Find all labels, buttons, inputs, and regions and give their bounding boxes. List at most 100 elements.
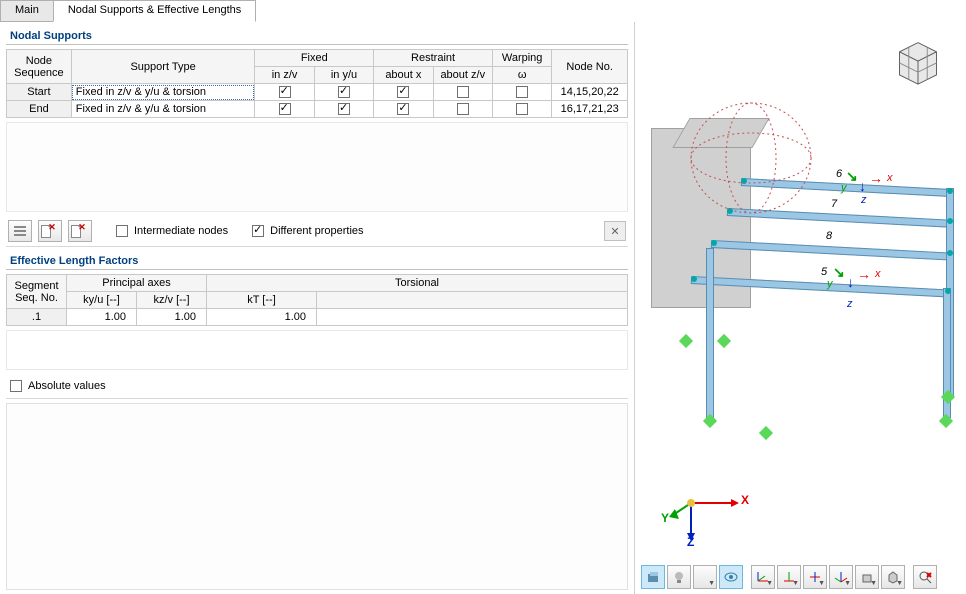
absolute-values-label: Absolute values (28, 380, 106, 392)
col-seg: Segment Seq. No. (7, 275, 67, 309)
zoom-reset-button[interactable] (913, 565, 937, 589)
node-dot (711, 240, 717, 246)
tab-nodal-supports[interactable]: Nodal Supports & Effective Lengths (53, 0, 256, 22)
chevron-down-icon: ▼ (818, 580, 825, 587)
tab-nodal-label: Nodal Supports & Effective Lengths (68, 4, 241, 16)
col-fixed: Fixed (255, 50, 374, 67)
close-icon: ✕ (610, 225, 619, 238)
table-row[interactable]: End Fixed in z/v & y/u & torsion 16,17,2… (7, 101, 628, 118)
intermediate-nodes-checkbox[interactable]: Intermediate nodes (116, 225, 228, 237)
cell-warping[interactable] (492, 84, 551, 101)
node-dot (945, 288, 951, 294)
col-about-zv: about z/v (433, 67, 492, 84)
view-dropdown-button[interactable]: ▼ (693, 565, 717, 589)
row-type[interactable]: Fixed in z/v & y/u & torsion (71, 84, 255, 101)
cell-about-x[interactable] (374, 101, 433, 118)
effective-lengths-table: Segment Seq. No. Principal axes Torsiona… (6, 274, 628, 326)
cell-in-zv[interactable] (255, 101, 314, 118)
view-options-button[interactable]: ▼ (855, 565, 879, 589)
beam-label: 5 (821, 266, 827, 278)
row-kzv[interactable]: 1.00 (137, 309, 207, 326)
row-kyu[interactable]: 1.00 (67, 309, 137, 326)
node-dot (947, 188, 953, 194)
column (706, 248, 714, 418)
axis-z-label: z (861, 194, 867, 206)
y-axis-view-button[interactable]: ▼ (777, 565, 801, 589)
cell-about-zv[interactable] (433, 84, 492, 101)
viewcube-icon[interactable] (890, 38, 946, 86)
cell-in-yu[interactable] (314, 101, 373, 118)
edit-list-button[interactable] (8, 220, 32, 242)
fit-view-button[interactable]: ▼ (881, 565, 905, 589)
beam-label: 6 (836, 168, 842, 180)
different-properties-checkbox[interactable]: Different properties (252, 225, 363, 237)
global-y-label: Y (661, 511, 669, 525)
checkbox-icon (457, 103, 469, 115)
cell-in-zv[interactable] (255, 84, 314, 101)
show-loads-button[interactable] (719, 565, 743, 589)
3d-viewer[interactable]: 6 7 8 5 → ↘ ↓ x y z → ↘ ↓ x y z (641, 28, 960, 562)
checkbox-icon (279, 103, 291, 115)
col-kyu: ky/u [--] (67, 292, 137, 309)
support-icon (717, 334, 731, 348)
axis-y-label: y (827, 278, 833, 290)
axis-x-label: x (875, 268, 881, 280)
list-icon (13, 225, 27, 237)
different-properties-label: Different properties (270, 225, 363, 237)
cell-warping[interactable] (492, 101, 551, 118)
chevron-down-icon: ▼ (766, 580, 773, 587)
render-icon (646, 570, 660, 584)
delete-support-button[interactable]: ✕ (38, 220, 62, 242)
checkbox-icon (338, 86, 350, 98)
axis-z-arrow: ↓ (847, 274, 854, 290)
support-icon (759, 426, 773, 440)
row-seq: End (7, 101, 72, 118)
z-axis-view-button[interactable]: ▼ (803, 565, 827, 589)
col-nodeno: Node No. (552, 50, 628, 84)
absolute-values-checkbox[interactable]: Absolute values (10, 380, 106, 392)
col-fixed-zv: in z/v (255, 67, 314, 84)
chevron-down-icon: ▼ (870, 580, 877, 587)
row-nodes: 14,15,20,22 (552, 84, 628, 101)
chevron-down-icon: ▼ (708, 580, 715, 587)
table-row[interactable]: Start Fixed in z/v & y/u & torsion 14,15… (7, 84, 628, 101)
checkbox-icon (457, 86, 469, 98)
perspective-button[interactable] (667, 565, 691, 589)
x-axis-view-button[interactable]: ▼ (751, 565, 775, 589)
right-panel: 6 7 8 5 → ↘ ↓ x y z → ↘ ↓ x y z (634, 22, 966, 594)
close-button[interactable]: ✕ (604, 221, 626, 241)
axis-z-label: z (847, 298, 853, 310)
viewer-toolbar: ▼ ▼ ▼ ▼ ▼ ▼ ▼ (641, 564, 960, 590)
iso-view-button[interactable]: ▼ (829, 565, 853, 589)
structural-model: 6 7 8 5 → ↘ ↓ x y z → ↘ ↓ x y z (651, 148, 950, 462)
blank-area (6, 122, 628, 212)
cell-in-yu[interactable] (314, 84, 373, 101)
left-panel: Nodal Supports Node Sequence Support Typ… (0, 22, 634, 594)
delete-support-button-2[interactable]: ✕ (68, 220, 92, 242)
intermediate-nodes-label: Intermediate nodes (134, 225, 228, 237)
row-kt[interactable]: 1.00 (207, 309, 317, 326)
chevron-down-icon: ▼ (896, 580, 903, 587)
empty-block (6, 403, 628, 590)
chevron-down-icon: ▼ (792, 580, 799, 587)
table-row[interactable]: .1 1.00 1.00 1.00 (7, 309, 628, 326)
cell-about-x[interactable] (374, 84, 433, 101)
axis-x-arrow: → (869, 170, 883, 186)
row-type[interactable]: Fixed in z/v & y/u & torsion (71, 101, 255, 118)
axis-z-arrow: ↓ (859, 178, 866, 194)
tab-main[interactable]: Main (0, 0, 54, 22)
effective-lengths-header: Effective Length Factors (6, 251, 628, 270)
col-seq: Node Sequence (7, 50, 72, 84)
checkbox-icon (397, 103, 409, 115)
cell-about-zv[interactable] (433, 101, 492, 118)
checkbox-icon (397, 86, 409, 98)
blank-area-2 (6, 330, 628, 370)
render-mode-button[interactable] (641, 565, 665, 589)
checkbox-icon (516, 86, 528, 98)
tab-bar: Main Nodal Supports & Effective Lengths (0, 0, 966, 22)
absolute-values-row: Absolute values (6, 374, 628, 399)
node-dot (947, 250, 953, 256)
col-fixed-yu: in y/u (314, 67, 373, 84)
node-dot (691, 276, 697, 282)
nodal-supports-header: Nodal Supports (6, 26, 628, 45)
